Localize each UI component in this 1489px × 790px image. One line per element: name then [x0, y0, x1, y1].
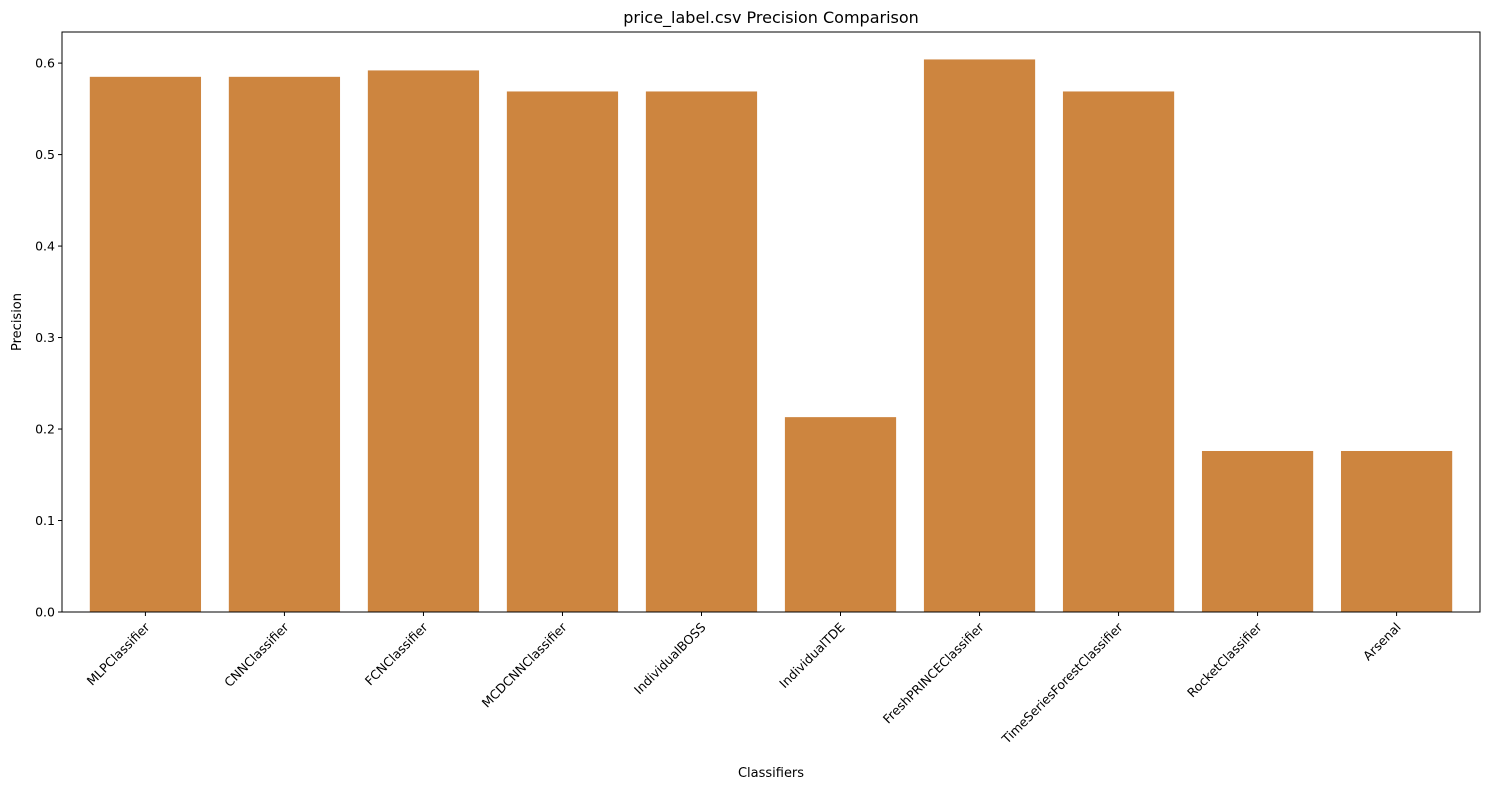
bar-IndividualBOSS: [645, 91, 758, 612]
y-tick-label: 0.2: [35, 422, 55, 437]
bar-FCNClassifier: [367, 70, 480, 613]
bar-TimeSeriesForestClassifier: [1062, 91, 1175, 612]
bar-FreshPRINCEClassifier: [923, 59, 1036, 612]
bar-MLPClassifier: [89, 76, 202, 612]
bar-RocketClassifier: [1201, 450, 1314, 612]
y-tick-label: 0.5: [35, 147, 55, 162]
x-axis-label: Classifiers: [738, 766, 804, 781]
plot-frame: [61, 31, 1481, 613]
y-tick-label: 0.1: [35, 513, 55, 528]
y-tick-label: 0.3: [35, 330, 55, 345]
y-axis-label: Precision: [10, 293, 25, 351]
bar-CNNClassifier: [228, 76, 341, 612]
y-axis: 0.0 0.1 0.2 0.3 0.4 0.5 0.6: [35, 56, 62, 620]
chart-title: price_label.csv Precision Comparison: [623, 8, 919, 28]
y-tick-label: 0.0: [35, 605, 55, 620]
y-tick-label: 0.6: [35, 56, 55, 71]
bar-Arsenal: [1340, 450, 1453, 612]
bar-IndividualTDE: [784, 417, 897, 612]
y-tick-label: 0.4: [35, 239, 55, 254]
bars-group: [89, 59, 1453, 613]
bar-MCDCNNClassifier: [506, 91, 619, 612]
